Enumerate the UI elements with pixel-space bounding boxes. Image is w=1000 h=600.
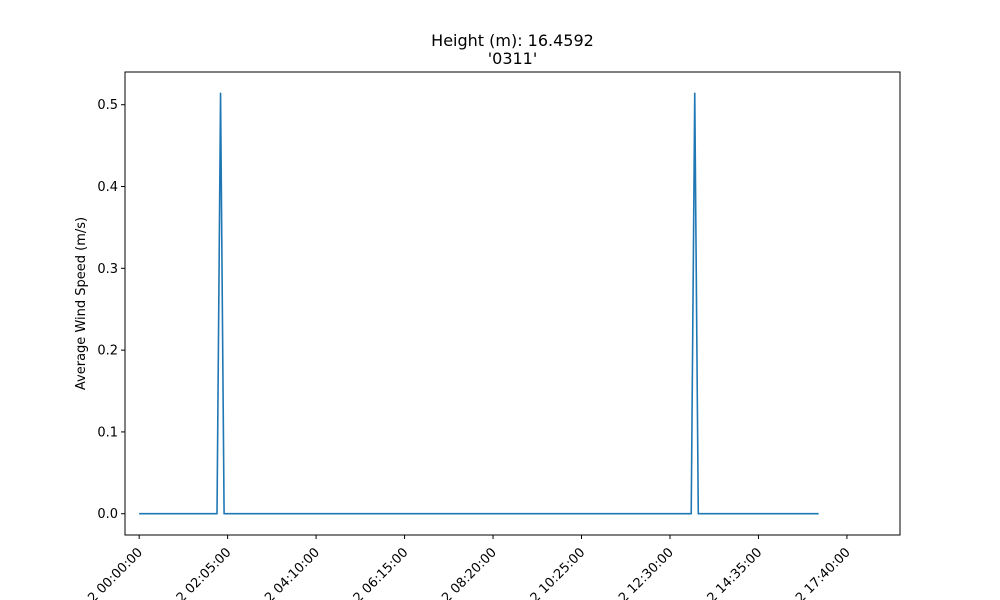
plot-frame [124, 71, 901, 536]
x-tick-label: 2 14:35:00 [705, 545, 766, 600]
x-tick-label: 2 04:10:00 [262, 545, 323, 600]
plot-area [139, 92, 819, 515]
y-tick-label: 0.5 [97, 98, 118, 113]
x-tick-label: 2 02:05:00 [174, 545, 235, 600]
chart-title-line-1: Height (m): 16.4592 [431, 31, 594, 50]
series-line [139, 92, 819, 515]
y-tick-label: 0.3 [97, 262, 118, 277]
x-tick-label: 2 12:30:00 [616, 545, 677, 600]
y-tick-label: 0.0 [97, 507, 118, 522]
x-tick-label: 2 17:40:00 [793, 545, 854, 600]
x-tick-label: 2 00:00:00 [85, 545, 146, 600]
x-tick-label: 2 10:25:00 [528, 545, 589, 600]
x-tick-label: 2 08:20:00 [439, 545, 500, 600]
y-tick-label: 0.1 [97, 425, 118, 440]
ticks-layer: 0.0 0.1 0.2 0.3 0.4 0.5 2 00:00:00 2 02:05:00 2 … [85, 98, 853, 600]
x-tick-label: 2 06:15:00 [351, 545, 412, 600]
y-tick-label: 0.2 [97, 344, 118, 359]
y-axis-label: Average Wind Speed (m/s) [74, 217, 89, 390]
chart-title-line-2: '0311' [488, 49, 538, 68]
y-tick-label: 0.4 [97, 180, 118, 195]
